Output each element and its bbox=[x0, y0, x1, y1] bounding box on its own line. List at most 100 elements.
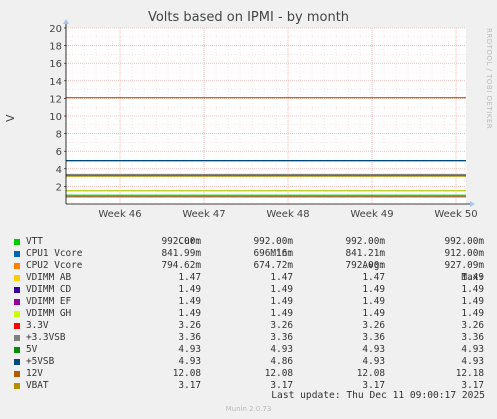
y-axis-arrow-icon bbox=[63, 19, 69, 24]
legend-swatch bbox=[14, 263, 20, 269]
y-tick-label: 16 bbox=[49, 59, 62, 70]
legend-avg-value: 1.49 bbox=[362, 296, 385, 307]
chart-title: Volts based on IPMI - by month bbox=[147, 10, 350, 25]
legend-row: 3.3V 3.26 3.26 3.26 3.26 bbox=[14, 320, 489, 332]
legend-min-value: 4.93 bbox=[270, 344, 293, 355]
legend-min-value: 1.49 bbox=[270, 296, 293, 307]
legend-min-value: 696.16m bbox=[253, 248, 293, 259]
legend-cur-value: 4.93 bbox=[178, 356, 201, 367]
legend-series-name: VDIMM EF bbox=[26, 296, 72, 307]
legend-swatch bbox=[14, 359, 20, 365]
legend-max-value: 1.49 bbox=[461, 308, 484, 319]
legend-min-value: 1.49 bbox=[270, 308, 293, 319]
y-tick-label: 4 bbox=[56, 165, 62, 176]
x-tick-label: Week 46 bbox=[98, 209, 141, 220]
legend-min-value: 3.17 bbox=[270, 380, 293, 391]
legend-header-cur: Cur: bbox=[178, 236, 201, 247]
legend-row: VDIMM AB 1.47 1.47 1.47 1.49 bbox=[14, 272, 489, 284]
legend-row: +3.3VSB 3.36 3.36 3.36 3.36 bbox=[14, 332, 489, 344]
legend-cur-value: 3.26 bbox=[178, 320, 201, 331]
legend-swatch bbox=[14, 239, 20, 245]
legend-table: Cur: Min: Avg: Max: VTT 992.00m 992.00m 992… bbox=[14, 224, 489, 392]
legend-series-name: VDIMM AB bbox=[26, 272, 72, 283]
legend-header-avg: Avg: bbox=[362, 260, 385, 271]
legend-cur-value: 992.00m bbox=[161, 236, 201, 247]
legend-max-value: 1.49 bbox=[461, 284, 484, 295]
legend-cur-value: 841.99m bbox=[161, 248, 201, 259]
y-tick-label: 6 bbox=[56, 147, 62, 158]
legend-max-value: 4.93 bbox=[461, 344, 484, 355]
rrdtool-credit: RRDTOOL / TOBI OETIKER bbox=[485, 28, 493, 130]
x-tick-label: Week 47 bbox=[182, 209, 225, 220]
last-update-text: Last update: Thu Dec 11 09:00:17 2025 bbox=[271, 390, 485, 401]
legend-swatch bbox=[14, 323, 20, 329]
legend-min-value: 3.26 bbox=[270, 320, 293, 331]
legend-series-name: +3.3VSB bbox=[26, 332, 66, 343]
legend-header-max: Max: bbox=[461, 272, 484, 283]
legend-max-value: 12.18 bbox=[455, 368, 484, 379]
legend-cur-value: 1.49 bbox=[178, 296, 201, 307]
legend-cur-value: 1.49 bbox=[178, 308, 201, 319]
legend-min-value: 12.08 bbox=[264, 368, 293, 379]
legend-min-value: 992.00m bbox=[253, 236, 293, 247]
legend-avg-value: 4.93 bbox=[362, 344, 385, 355]
legend-cur-value: 3.17 bbox=[178, 380, 201, 391]
legend-row: VDIMM EF 1.49 1.49 1.49 1.49 bbox=[14, 296, 489, 308]
x-tick-label: Week 50 bbox=[434, 209, 477, 220]
legend-min-value: 3.36 bbox=[270, 332, 293, 343]
y-tick-labels: 2 4 6 8 10 12 14 16 18 20 bbox=[49, 24, 66, 193]
legend-series-name: 12V bbox=[26, 368, 43, 379]
y-tick-label: 8 bbox=[56, 130, 62, 141]
legend-row: CPU1 Vcore 841.99m 696.16m 841.21m 912.00m bbox=[14, 248, 489, 260]
y-tick-label: 12 bbox=[49, 94, 62, 105]
y-tick-label: 10 bbox=[49, 112, 62, 123]
legend-max-value: 1.49 bbox=[461, 296, 484, 307]
legend-swatch bbox=[14, 299, 20, 305]
y-tick-label: 20 bbox=[49, 24, 62, 35]
legend-min-value: 4.86 bbox=[270, 356, 293, 367]
legend-rows: VTT 992.00m 992.00m 992.00m 992.00m CPU1 Vcor… bbox=[14, 236, 489, 392]
legend-min-value: 1.49 bbox=[270, 284, 293, 295]
y-tick-label: 18 bbox=[49, 42, 62, 53]
x-tick-labels: Week 46 Week 47 Week 48 Week 49 Week 50 bbox=[98, 209, 477, 220]
legend-max-value: 927.09m bbox=[444, 260, 484, 271]
legend-series-name: CPU1 Vcore bbox=[26, 248, 83, 259]
legend-cur-value: 12.08 bbox=[172, 368, 201, 379]
legend-cur-value: 1.49 bbox=[178, 284, 201, 295]
legend-swatch bbox=[14, 371, 20, 377]
y-tick-label: 14 bbox=[49, 77, 62, 88]
legend-swatch bbox=[14, 287, 20, 293]
legend-row: VTT 992.00m 992.00m 992.00m 992.00m bbox=[14, 236, 489, 248]
x-tick-label: Week 49 bbox=[350, 209, 393, 220]
legend-swatch bbox=[14, 251, 20, 257]
legend-max-value: 1.49 bbox=[461, 272, 484, 283]
legend-swatch bbox=[14, 335, 20, 341]
legend-series-name: VDIMM GH bbox=[26, 308, 72, 319]
legend-avg-value: 1.49 bbox=[362, 284, 385, 295]
legend-header: Cur: Min: Avg: Max: bbox=[14, 224, 489, 283]
legend-avg-value: 12.08 bbox=[356, 368, 385, 379]
legend-row: CPU2 Vcore 794.62m 674.72m 792.00m 927.09m bbox=[14, 260, 489, 272]
legend-avg-value: 841.21m bbox=[345, 248, 385, 259]
legend-avg-value: 3.36 bbox=[362, 332, 385, 343]
legend-cur-value: 794.62m bbox=[161, 260, 201, 271]
legend-cur-value: 1.47 bbox=[178, 272, 201, 283]
y-tick-label: 2 bbox=[56, 182, 62, 193]
legend-max-value: 3.26 bbox=[461, 320, 484, 331]
legend-row: +5VSB 4.93 4.86 4.93 4.93 bbox=[14, 356, 489, 368]
legend-header-min: Min: bbox=[270, 248, 293, 259]
legend-max-value: 992.00m bbox=[444, 236, 484, 247]
legend-max-value: 3.17 bbox=[461, 380, 484, 391]
legend-series-name: 5V bbox=[26, 344, 38, 355]
legend-avg-value: 3.26 bbox=[362, 320, 385, 331]
legend-cur-value: 3.36 bbox=[178, 332, 201, 343]
munin-version: Munin 2.0.73 bbox=[225, 405, 272, 413]
x-tick-label: Week 48 bbox=[266, 209, 309, 220]
legend-avg-value: 1.49 bbox=[362, 308, 385, 319]
legend-swatch bbox=[14, 383, 20, 389]
legend-row: VDIMM CD 1.49 1.49 1.49 1.49 bbox=[14, 284, 489, 296]
legend-cur-value: 4.93 bbox=[178, 344, 201, 355]
legend-row: 12V 12.08 12.08 12.08 12.18 bbox=[14, 368, 489, 380]
legend-row: VBAT 3.17 3.17 3.17 3.17 bbox=[14, 380, 489, 392]
legend-series-name: VDIMM CD bbox=[26, 284, 72, 295]
